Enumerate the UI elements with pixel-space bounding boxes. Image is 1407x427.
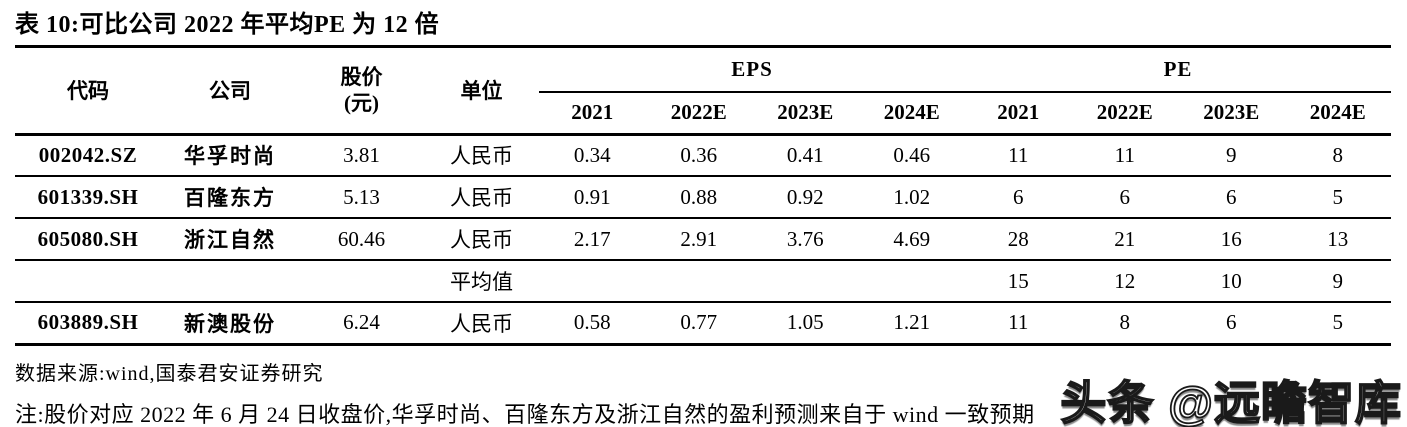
cell-pe-2024e: 8 [1284,134,1392,177]
cell-code: 603889.SH [15,302,161,346]
table-row: 601339.SH 百隆东方 5.13 人民币 0.91 0.88 0.92 1… [15,176,1392,219]
cell-code-empty [15,260,161,303]
header-unit: 单位 [424,48,539,136]
cell-eps-empty [752,260,859,303]
header-company: 公司 [161,48,299,136]
cell-pe-2023e: 6 [1178,302,1285,346]
header-eps-group: EPS [539,48,966,93]
cell-eps-2021: 0.58 [539,302,646,346]
cell-eps-2022e: 0.36 [645,134,752,177]
header-eps-2023e: 2023E [752,92,859,136]
cell-eps-empty [539,260,646,303]
cell-eps-empty [645,260,752,303]
cell-unit: 人民币 [424,302,539,346]
cell-eps-2024e: 4.69 [858,218,966,261]
cell-pe-2022e: 21 [1071,218,1179,261]
cell-pe-2023e: 9 [1178,134,1285,177]
cell-eps-2022e: 0.88 [645,176,752,219]
cell-eps-2021: 2.17 [539,218,646,261]
cell-avg-pe-2022e: 12 [1071,260,1179,303]
cell-company-empty [161,260,299,303]
cell-unit: 人民币 [424,134,539,177]
cell-unit: 人民币 [424,176,539,219]
cell-pe-2023e: 6 [1178,176,1285,219]
cell-price: 6.24 [299,302,424,346]
cell-company: 华孚时尚 [161,134,299,177]
cell-eps-2024e: 0.46 [858,134,966,177]
table-row: 605080.SH 浙江自然 60.46 人民币 2.17 2.91 3.76 … [15,218,1392,261]
cell-eps-2023e: 0.41 [752,134,859,177]
watermark-text: 头条 @远瞻智库 [1059,376,1402,427]
header-price-line2: (元) [344,91,379,116]
header-pe-group: PE [965,48,1392,93]
cell-company: 浙江自然 [161,218,299,261]
header-pe-2023e: 2023E [1178,92,1285,136]
cell-eps-2023e: 1.05 [752,302,859,346]
header-price: 股价 (元) [299,48,424,136]
header-eps-2022e: 2022E [645,92,752,136]
cell-pe-2024e: 5 [1284,302,1392,346]
cell-price: 60.46 [299,218,424,261]
cell-pe-2021: 6 [965,176,1072,219]
header-pe-2021: 2021 [965,92,1072,136]
cell-avg-pe-2021: 15 [965,260,1072,303]
title-divider [15,45,1391,48]
cell-company: 百隆东方 [161,176,299,219]
header-pe-2024e: 2024E [1284,92,1392,136]
average-row: 平均值 15 12 10 9 [15,260,1392,303]
cell-avg-pe-2024e: 9 [1284,260,1392,303]
footnote-text: 注:股价对应 2022 年 6 月 24 日收盘价,华孚时尚、百隆东方及浙江自然… [15,401,1035,427]
header-eps-2024e: 2024E [858,92,966,136]
cell-pe-2021: 11 [965,134,1072,177]
cell-eps-2023e: 0.92 [752,176,859,219]
cell-price: 5.13 [299,176,424,219]
header-pe-2022e: 2022E [1071,92,1179,136]
cell-pe-2022e: 11 [1071,134,1179,177]
data-source-text: 数据来源:wind,国泰君安证券研究 [15,362,324,385]
cell-eps-2021: 0.91 [539,176,646,219]
cell-pe-2022e: 8 [1071,302,1179,346]
cell-pe-2024e: 5 [1284,176,1392,219]
cell-pe-2022e: 6 [1071,176,1179,219]
cell-price: 3.81 [299,134,424,177]
cell-unit: 人民币 [424,218,539,261]
cell-code: 605080.SH [15,218,161,261]
cell-eps-2024e: 1.21 [858,302,966,346]
header-price-line1: 股价 [340,65,383,90]
cell-pe-2021: 28 [965,218,1072,261]
cell-company: 新澳股份 [161,302,299,346]
cell-code: 601339.SH [15,176,161,219]
cell-price-empty [299,260,424,303]
header-eps-2021: 2021 [539,92,646,136]
cell-eps-2021: 0.34 [539,134,646,177]
cell-eps-2022e: 2.91 [645,218,752,261]
cell-eps-2024e: 1.02 [858,176,966,219]
table-row: 002042.SZ 华孚时尚 3.81 人民币 0.34 0.36 0.41 0… [15,134,1392,177]
average-label: 平均值 [424,260,539,303]
cell-avg-pe-2023e: 10 [1178,260,1285,303]
cell-pe-2024e: 13 [1284,218,1392,261]
cell-pe-2021: 11 [965,302,1072,346]
header-code: 代码 [15,48,161,136]
cell-eps-2023e: 3.76 [752,218,859,261]
cell-pe-2023e: 16 [1178,218,1285,261]
table-row: 603889.SH 新澳股份 6.24 人民币 0.58 0.77 1.05 1… [15,302,1392,346]
comparable-companies-table: 代码 公司 股价 (元) 单位 EPS PE 2021 2022E 2023E … [15,48,1392,346]
table-header: 代码 公司 股价 (元) 单位 EPS PE 2021 2022E 2023E … [15,48,1392,136]
cell-code: 002042.SZ [15,134,161,177]
cell-eps-2022e: 0.77 [645,302,752,346]
cell-eps-empty [858,260,966,303]
table-title: 表 10:可比公司 2022 年平均PE 为 12 倍 [15,12,440,38]
